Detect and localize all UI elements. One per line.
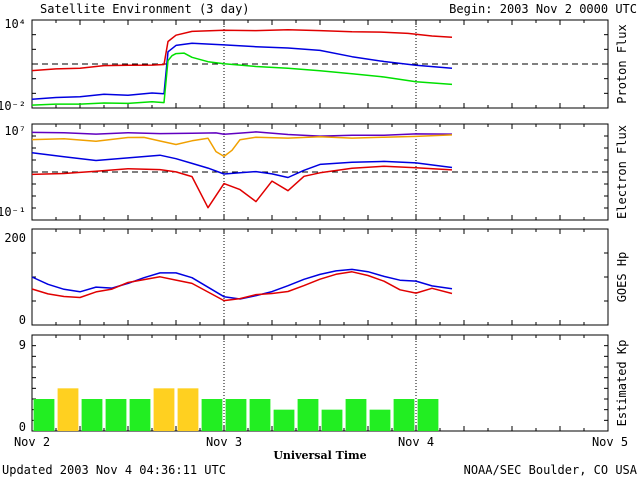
x-tick-label: Nov 4 xyxy=(398,435,434,449)
panel-ylabel: Estimated Kp xyxy=(615,340,629,427)
kp-bar xyxy=(57,388,79,431)
y-tick-label: 0 xyxy=(19,313,26,327)
panel-ylabel: GOES Hp xyxy=(615,252,629,303)
y-tick-label: 10⁷ xyxy=(4,124,26,138)
series-line-blue xyxy=(31,152,453,179)
x-tick-label: Nov 2 xyxy=(14,435,50,449)
credit: NOAA/SEC Boulder, CO USA xyxy=(464,463,638,477)
kp-bar xyxy=(105,399,127,431)
kp-bar xyxy=(369,409,391,431)
begin-date: Begin: 2003 Nov 2 0000 UTC xyxy=(449,2,637,16)
series-line-red xyxy=(31,165,453,209)
series-line-blue xyxy=(31,42,453,100)
panel-ylabel: Proton Flux xyxy=(615,24,629,103)
panels: 10⁴ 10⁻² Proton Flux 10⁷ 10⁻¹ Electron Flux 20… xyxy=(0,17,629,434)
kp-bar xyxy=(153,388,175,431)
kp-bar xyxy=(321,409,343,431)
series-line-red xyxy=(31,28,453,72)
kp-bar xyxy=(33,399,55,431)
kp-bar xyxy=(393,399,415,431)
kp-bar xyxy=(201,399,223,431)
y-tick-label: 10⁻¹ xyxy=(0,205,26,219)
panel-electron: 10⁷ 10⁻¹ Electron Flux xyxy=(0,123,629,221)
kp-bar xyxy=(225,399,247,431)
kp-bar xyxy=(273,409,295,431)
y-tick-label: 200 xyxy=(4,231,26,245)
panel-ylabel: Electron Flux xyxy=(615,125,629,219)
kp-bar xyxy=(129,399,151,431)
x-tick-label: Nov 5 xyxy=(592,435,628,449)
kp-bar xyxy=(345,399,367,431)
kp-bar xyxy=(297,399,319,431)
series-line-green xyxy=(31,52,453,106)
kp-bar xyxy=(249,399,271,431)
x-axis-label: Universal Time xyxy=(273,449,366,462)
y-tick-label: 0 xyxy=(19,420,26,434)
chart-title: Satellite Environment (3 day) xyxy=(40,2,250,16)
kp-bar xyxy=(417,399,439,431)
y-tick-label: 10⁻² xyxy=(0,99,26,113)
updated-timestamp: Updated 2003 Nov 4 04:36:11 UTC xyxy=(2,463,226,477)
y-tick-label: 9 xyxy=(19,338,26,352)
panel-hp: 200 0 GOES Hp xyxy=(4,228,629,327)
panel-kp: 9 0 Estimated Kp xyxy=(19,334,629,434)
series-line-red xyxy=(31,271,453,302)
kp-bar xyxy=(81,399,103,431)
y-tick-label: 10⁴ xyxy=(4,17,26,31)
panel-proton: 10⁴ 10⁻² Proton Flux xyxy=(0,17,629,113)
series-line-purple xyxy=(31,131,453,137)
series-line-orange xyxy=(31,134,453,158)
x-tick-label: Nov 3 xyxy=(206,435,242,449)
kp-bar xyxy=(177,388,199,431)
